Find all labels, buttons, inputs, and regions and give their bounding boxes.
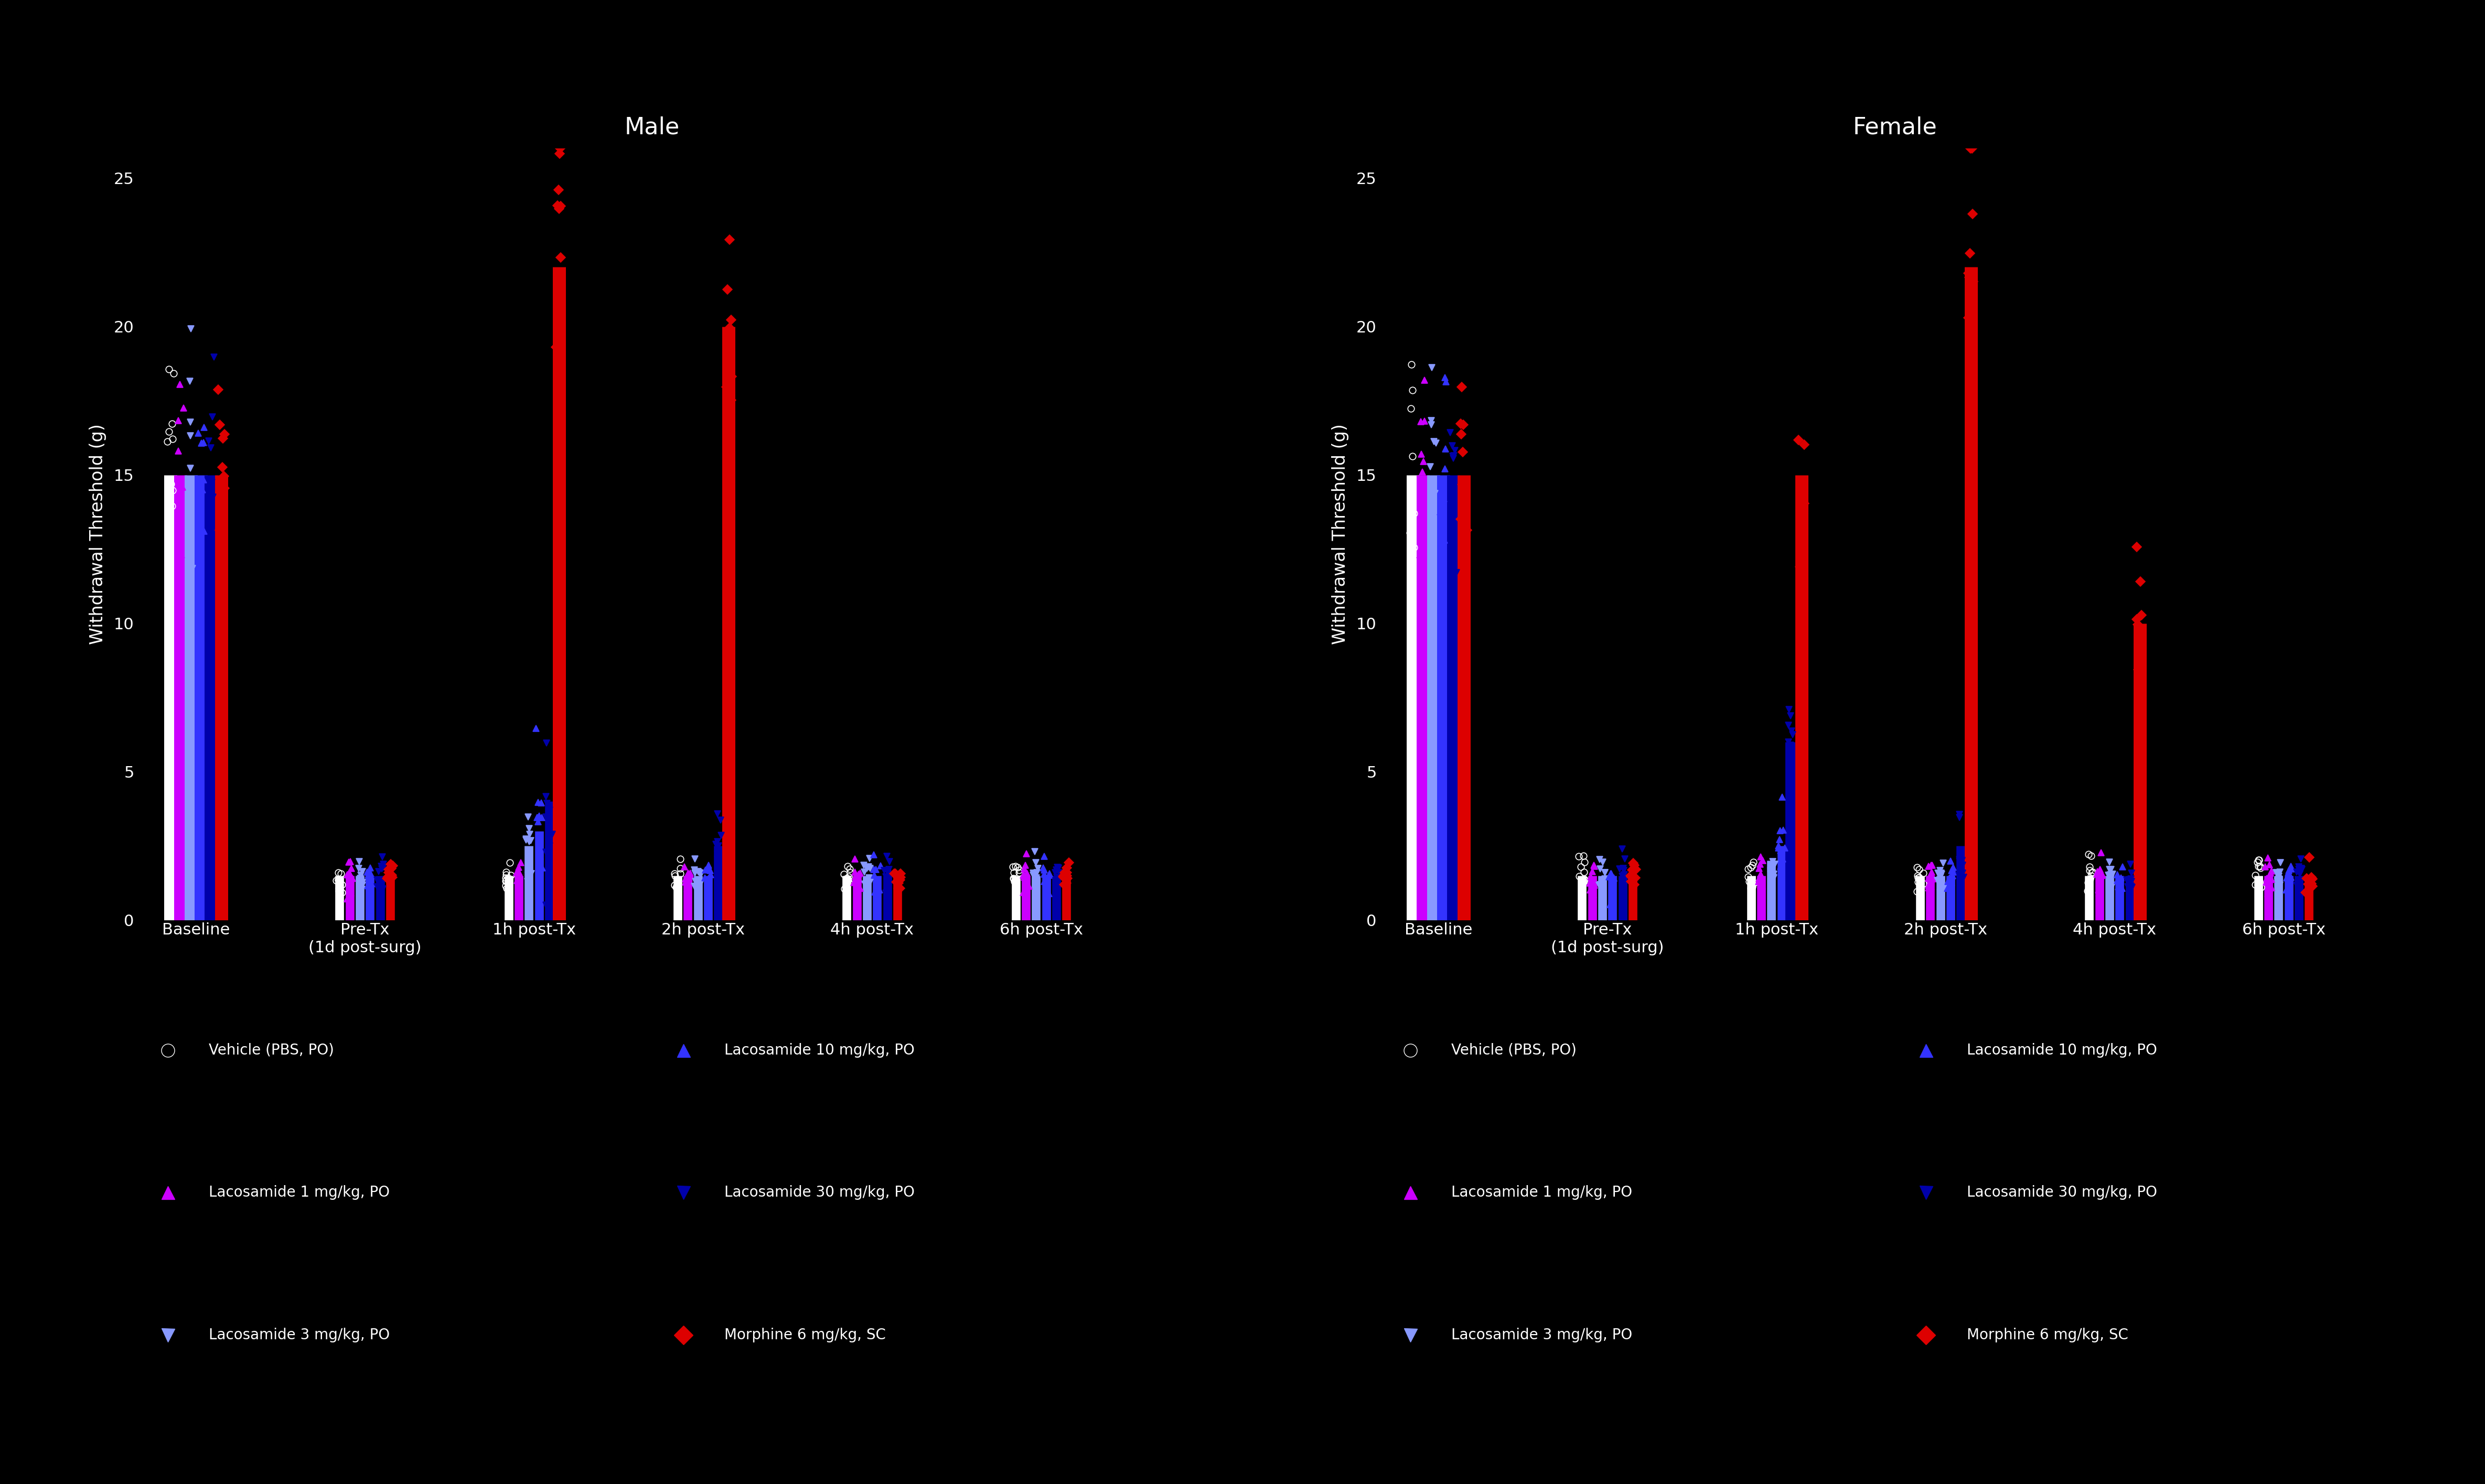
Y-axis label: Withdrawal Threshold (g): Withdrawal Threshold (g) (89, 424, 107, 644)
Text: Lacosamide 30 mg/kg, PO: Lacosamide 30 mg/kg, PO (1968, 1186, 2157, 1201)
Text: Vehicle (PBS, PO): Vehicle (PBS, PO) (1451, 1043, 1575, 1058)
Title: Female: Female (1854, 116, 1936, 138)
Text: Lacosamide 10 mg/kg, PO: Lacosamide 10 mg/kg, PO (726, 1043, 914, 1058)
Title: Male: Male (624, 116, 681, 138)
Text: Lacosamide 3 mg/kg, PO: Lacosamide 3 mg/kg, PO (209, 1328, 390, 1343)
Text: Vehicle (PBS, PO): Vehicle (PBS, PO) (209, 1043, 333, 1058)
Text: Lacosamide 1 mg/kg, PO: Lacosamide 1 mg/kg, PO (209, 1186, 390, 1201)
Text: Lacosamide 1 mg/kg, PO: Lacosamide 1 mg/kg, PO (1451, 1186, 1633, 1201)
Y-axis label: Withdrawal Threshold (g): Withdrawal Threshold (g) (1332, 424, 1349, 644)
Text: Lacosamide 10 mg/kg, PO: Lacosamide 10 mg/kg, PO (1968, 1043, 2157, 1058)
Text: Morphine 6 mg/kg, SC: Morphine 6 mg/kg, SC (1968, 1328, 2130, 1343)
Text: Morphine 6 mg/kg, SC: Morphine 6 mg/kg, SC (726, 1328, 887, 1343)
Text: Lacosamide 30 mg/kg, PO: Lacosamide 30 mg/kg, PO (726, 1186, 914, 1201)
Text: Lacosamide 3 mg/kg, PO: Lacosamide 3 mg/kg, PO (1451, 1328, 1633, 1343)
